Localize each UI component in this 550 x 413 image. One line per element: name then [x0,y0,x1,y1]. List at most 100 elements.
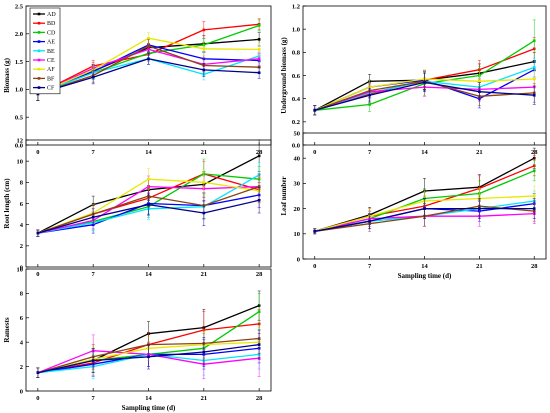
y-tick-label: 40 [294,156,301,163]
data-point [423,81,426,84]
x-tick-label: 21 [201,271,208,278]
data-point [532,39,536,43]
y-axis-label: Underground biomass (g) [280,37,288,114]
data-point [257,185,261,188]
data-point [91,75,95,79]
y-tick-label: 10 [17,158,24,165]
y-axis-label: Ramests [3,317,11,343]
x-tick-label: 21 [201,149,208,156]
y-tick-label: 0.5 [15,115,24,122]
data-point [147,177,150,181]
x-tick-label: 21 [201,395,208,402]
legend-label: AE [47,40,55,46]
x-tick-label: 28 [256,149,263,156]
legend-marker [37,31,41,34]
y-tick-label: 20 [294,206,301,213]
y-axis-label: Root length (cm) [3,178,11,229]
data-point [202,211,206,215]
x-tick-label: 7 [368,149,372,156]
y-axis-label: Biomass (g) [3,57,11,92]
x-tick-label: 7 [92,395,96,402]
y-tick-label: 0.2 [292,119,300,126]
data-point [91,215,95,219]
data-point [202,68,206,72]
y-tick-label: 50 [294,130,301,137]
legend-marker [37,67,41,71]
data-point [478,207,481,210]
y-tick-label: 0.0 [292,142,300,149]
data-point [202,181,206,184]
x-tick-label: 28 [531,263,538,270]
x-tick-label: 21 [476,149,483,156]
x-tick-label: 28 [531,149,538,156]
data-point [368,93,371,97]
x-tick-label: 7 [92,271,96,278]
y-tick-label: 2.0 [15,31,23,38]
x-tick-label: 14 [145,271,152,278]
y-tick-label: 6 [20,201,24,208]
series-CF [36,52,261,101]
x-tick-label: 0 [36,149,39,156]
series-CF [36,187,261,237]
series-CF [313,72,536,116]
x-tick-label: 14 [421,149,428,156]
y-tick-label: 8 [20,180,24,187]
x-tick-label: 0 [36,271,39,278]
legend-label: BF [47,76,55,82]
y-tick-label: 10 [17,266,24,273]
y-axis-label: Leaf number [280,176,288,215]
data-point [257,38,261,41]
legend-marker [37,12,41,16]
chart-panel-2: 0.0 0.2 0.4 0.6 0.8 1.0 1.2 0 7 14 21 28 Underground… [280,3,547,156]
legend-label: CE [47,58,55,64]
data-point [147,57,150,61]
legend-marker [37,49,41,53]
data-point [202,350,206,354]
data-point [147,36,150,40]
y-tick-label: 1.0 [15,87,23,94]
x-axis-label: Sampling time (d) [398,272,452,280]
legend-label: BE [47,49,55,55]
x-axis-label: Sampling time (d) [122,404,176,412]
y-tick-label: 12 [17,137,24,144]
x-tick-label: 28 [256,271,263,278]
y-tick-label: 1.5 [15,59,24,66]
data-point [532,194,536,198]
data-point [313,108,317,112]
data-point [257,154,261,158]
legend-marker [37,86,41,89]
data-point [478,90,481,94]
y-tick-label: 30 [294,181,301,188]
data-point [91,359,95,362]
data-point [532,169,536,173]
legend-marker [37,21,41,25]
data-point [257,71,261,75]
x-tick-label: 21 [476,263,483,270]
data-point [257,57,261,61]
y-tick-label: 0 [20,264,23,271]
legend-label: CD [47,30,56,36]
x-tick-label: 14 [145,149,152,156]
y-tick-label: 2 [20,243,23,250]
series-CF [36,329,261,378]
data-point [257,343,261,346]
legend-marker [37,40,41,43]
series-CF [313,198,536,235]
data-point [478,79,481,83]
x-tick-label: 28 [256,395,263,402]
x-tick-label: 0 [313,149,316,156]
data-point [202,47,206,51]
data-point [257,48,261,51]
legend: AD BD CD AE BE CE AF BF CF [29,7,61,95]
y-tick-label: 0.6 [292,73,301,80]
chart-panel-3: 0 2 4 6 8 10 12 0 7 14 21 28 Root length (cm) [3,137,272,278]
x-tick-label: 0 [36,395,39,402]
chart-panel-1: 0.0 0.5 1.0 1.5 2.0 2.5 0 7 14 21 28 Biomass (g) AD B… [3,3,272,156]
legend-marker [37,58,41,62]
x-tick-label: 0 [313,263,316,270]
data-point [202,28,206,32]
y-tick-label: 2.5 [15,3,24,10]
chart-panel-4: 0 10 20 30 40 50 0 7 14 21 28 Leaf number Sampling t… [280,130,547,280]
y-tick-label: 6 [20,315,24,322]
